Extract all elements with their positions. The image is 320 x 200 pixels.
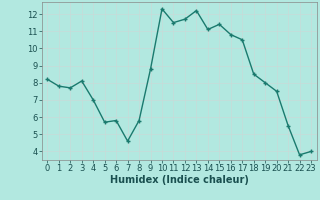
X-axis label: Humidex (Indice chaleur): Humidex (Indice chaleur) [110, 175, 249, 185]
